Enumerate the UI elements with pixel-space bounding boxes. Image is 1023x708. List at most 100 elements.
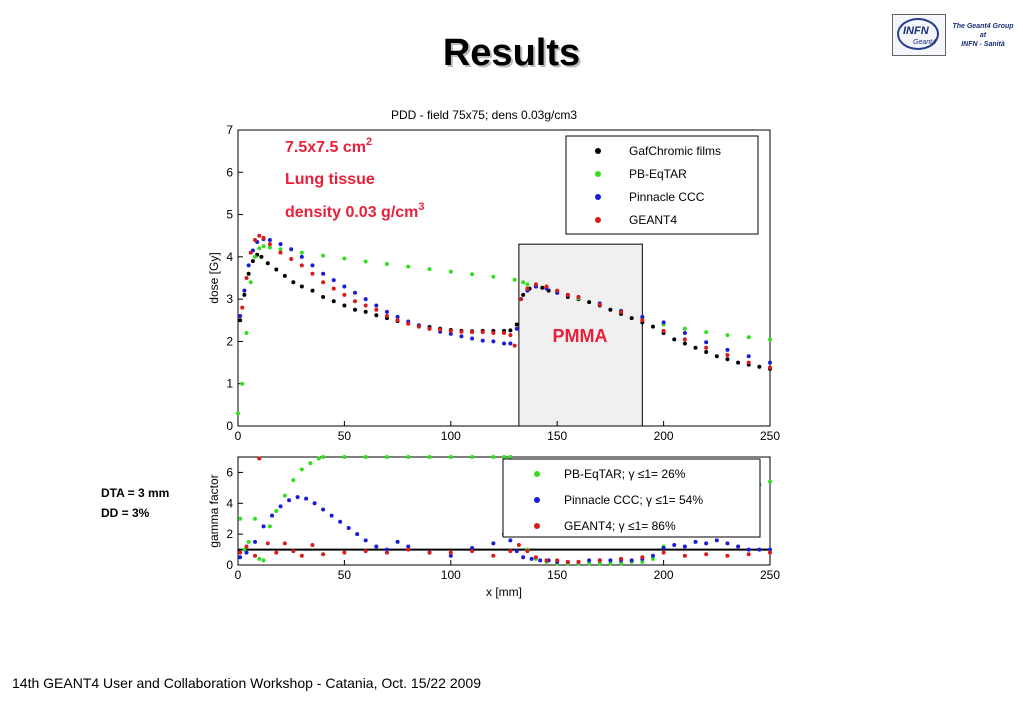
data-point bbox=[253, 237, 258, 242]
data-point bbox=[261, 235, 266, 240]
series-0 bbox=[238, 252, 772, 371]
pmma-region bbox=[518, 243, 643, 427]
data-point bbox=[597, 558, 602, 563]
data-point bbox=[282, 493, 287, 498]
data-point bbox=[346, 525, 351, 530]
data-point bbox=[704, 541, 709, 546]
data-point bbox=[544, 284, 549, 289]
y-tick-label: 5 bbox=[226, 208, 233, 222]
data-point bbox=[353, 290, 358, 295]
data-point bbox=[242, 547, 247, 552]
gamma-chart: 0 50 100 150 200 250 0 2 4 6 x [mm] gamma factor PB-… bbox=[207, 455, 780, 599]
data-point bbox=[304, 496, 309, 501]
data-point bbox=[512, 343, 517, 348]
data-point bbox=[768, 360, 772, 365]
data-point bbox=[259, 254, 264, 259]
data-point bbox=[240, 381, 245, 386]
data-point bbox=[342, 292, 347, 297]
data-point bbox=[714, 354, 719, 359]
data-point bbox=[427, 550, 432, 555]
group-line-3: INFN - Sanità bbox=[961, 41, 1005, 48]
data-point bbox=[640, 318, 645, 323]
data-point bbox=[363, 538, 368, 543]
data-point bbox=[512, 277, 517, 282]
data-point bbox=[672, 542, 677, 547]
legend-marker bbox=[595, 217, 601, 223]
data-point bbox=[257, 456, 262, 461]
data-point bbox=[576, 295, 581, 300]
data-point bbox=[682, 544, 687, 549]
data-point bbox=[248, 250, 253, 255]
data-point bbox=[427, 267, 432, 272]
y-tick-label: 6 bbox=[226, 465, 233, 479]
data-point bbox=[682, 341, 687, 346]
legend-marker bbox=[595, 194, 601, 200]
data-point bbox=[521, 555, 526, 560]
data-point bbox=[587, 561, 592, 566]
data-point bbox=[459, 334, 464, 339]
data-point bbox=[244, 276, 249, 280]
data-point bbox=[629, 316, 634, 321]
data-point bbox=[693, 345, 698, 350]
data-point bbox=[459, 329, 464, 334]
data-point bbox=[244, 330, 249, 335]
x-tick-label: 100 bbox=[441, 429, 461, 443]
data-point bbox=[331, 299, 336, 304]
data-point bbox=[253, 516, 258, 521]
data-point bbox=[299, 263, 304, 268]
data-point bbox=[310, 542, 315, 547]
data-point bbox=[470, 336, 475, 341]
data-point bbox=[746, 335, 751, 340]
data-point bbox=[538, 558, 543, 563]
logo-ring-icon bbox=[897, 18, 939, 50]
data-point bbox=[384, 455, 389, 459]
x-tick-label: 100 bbox=[441, 568, 461, 582]
data-point bbox=[374, 307, 379, 312]
data-point bbox=[321, 455, 326, 459]
data-point bbox=[395, 318, 400, 323]
data-point bbox=[363, 297, 368, 302]
data-point bbox=[427, 455, 432, 459]
data-point bbox=[508, 549, 513, 554]
group-line-2: at bbox=[979, 32, 987, 39]
data-point bbox=[704, 330, 709, 335]
data-point bbox=[704, 552, 709, 557]
dd-note: DD = 3% bbox=[101, 506, 150, 520]
group-label: The Geant4 Group at INFN - Sanità bbox=[948, 22, 1018, 49]
data-point bbox=[342, 303, 347, 308]
data-point bbox=[470, 546, 475, 551]
data-point bbox=[244, 544, 249, 549]
data-point bbox=[289, 256, 294, 261]
data-point bbox=[240, 305, 245, 310]
legend-label: GafChromic films bbox=[629, 144, 721, 158]
data-point bbox=[514, 326, 519, 331]
data-point bbox=[597, 302, 602, 307]
data-point bbox=[238, 318, 243, 323]
data-point bbox=[278, 504, 283, 509]
data-point bbox=[287, 498, 292, 503]
data-point bbox=[342, 550, 347, 555]
y-tick-label: 4 bbox=[226, 496, 233, 510]
data-point bbox=[321, 280, 326, 285]
data-point bbox=[416, 324, 421, 329]
data-point bbox=[682, 553, 687, 558]
series-2 bbox=[238, 237, 772, 365]
y-tick-label: 1 bbox=[226, 377, 233, 391]
data-point bbox=[661, 320, 666, 325]
data-point bbox=[491, 541, 496, 546]
data-point bbox=[555, 288, 560, 293]
data-point bbox=[768, 550, 772, 555]
dose-chart: 0 50 100 150 200 250 0 1 2 3 4 5 6 7 PDD - field 75x75… bbox=[207, 108, 780, 443]
data-point bbox=[693, 539, 698, 544]
data-point bbox=[363, 455, 368, 459]
data-point bbox=[244, 550, 249, 555]
data-point bbox=[265, 541, 270, 546]
data-point bbox=[363, 303, 368, 308]
footer-text: 14th GEANT4 User and Collaboration Works… bbox=[12, 675, 481, 691]
data-point bbox=[529, 556, 534, 561]
tissue-label: Lung tissue bbox=[285, 171, 375, 188]
legend-label: Pinnacle CCC bbox=[629, 190, 705, 204]
data-point bbox=[278, 250, 283, 255]
y-tick-label: 2 bbox=[226, 527, 233, 541]
